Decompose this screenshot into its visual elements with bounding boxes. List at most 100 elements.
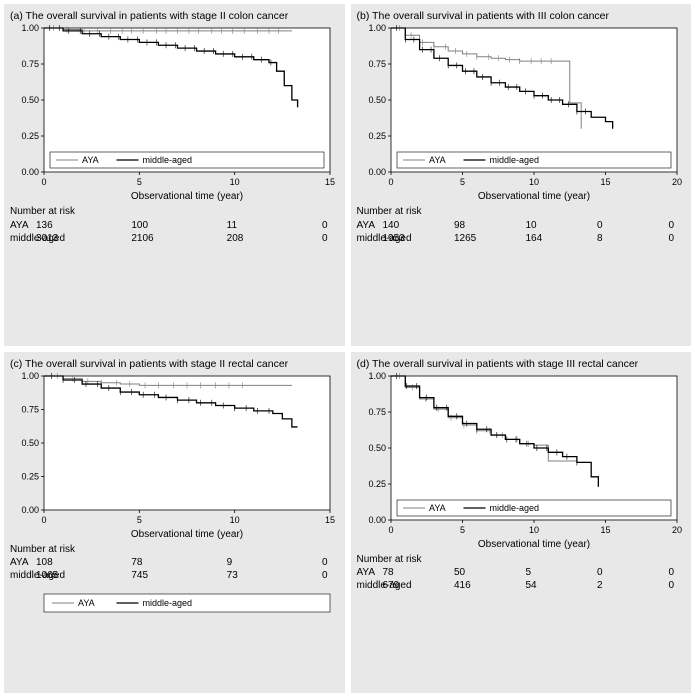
svg-text:0.00: 0.00 bbox=[21, 505, 39, 515]
risk-table: Number at riskAYA140981000middle-aged195… bbox=[357, 206, 686, 246]
risk-cell: 679 bbox=[383, 580, 400, 593]
risk-cell: 0 bbox=[322, 557, 328, 570]
panel-title: (d) The overall survival in patients wit… bbox=[357, 358, 686, 370]
panel-title: (c) The overall survival in patients wit… bbox=[10, 358, 339, 370]
svg-text:15: 15 bbox=[600, 177, 610, 187]
svg-text:10: 10 bbox=[230, 177, 240, 187]
svg-text:10: 10 bbox=[528, 525, 538, 535]
svg-text:0.75: 0.75 bbox=[21, 404, 39, 414]
risk-cell: 10 bbox=[526, 220, 537, 233]
svg-text:5: 5 bbox=[459, 177, 464, 187]
svg-text:middle-aged: middle-aged bbox=[489, 155, 539, 165]
risk-row: middle-aged6794165420 bbox=[357, 580, 686, 593]
risk-cell: 9 bbox=[227, 557, 233, 570]
svg-text:0.25: 0.25 bbox=[21, 131, 39, 141]
svg-text:0.75: 0.75 bbox=[368, 407, 386, 417]
svg-text:15: 15 bbox=[325, 177, 335, 187]
svg-text:0.75: 0.75 bbox=[21, 59, 39, 69]
svg-text:1.00: 1.00 bbox=[21, 24, 39, 33]
risk-header: Number at risk bbox=[357, 554, 686, 567]
svg-text:0.75: 0.75 bbox=[368, 59, 386, 69]
svg-text:5: 5 bbox=[137, 515, 142, 525]
risk-cell: 0 bbox=[322, 233, 328, 246]
risk-cell: 2106 bbox=[131, 233, 153, 246]
svg-text:15: 15 bbox=[600, 525, 610, 535]
risk-cell: 0 bbox=[669, 220, 675, 233]
svg-text:0.00: 0.00 bbox=[368, 167, 386, 177]
svg-text:0: 0 bbox=[41, 515, 46, 525]
risk-cell: 78 bbox=[131, 557, 142, 570]
svg-text:5: 5 bbox=[459, 525, 464, 535]
km-plot: 0.00 0.25 0.50 0.75 1.00 0 5 10 15 Observational … bbox=[10, 24, 336, 202]
svg-text:AYA: AYA bbox=[82, 155, 99, 165]
svg-text:1.00: 1.00 bbox=[368, 24, 386, 33]
risk-row: AYA140981000 bbox=[357, 220, 686, 233]
svg-text:0.50: 0.50 bbox=[368, 95, 386, 105]
svg-text:middle-aged: middle-aged bbox=[489, 503, 539, 513]
risk-cell: 1065 bbox=[36, 570, 58, 583]
svg-text:10: 10 bbox=[528, 177, 538, 187]
risk-cell: 164 bbox=[526, 233, 543, 246]
risk-cell: 11 bbox=[227, 220, 237, 233]
svg-text:AYA: AYA bbox=[429, 503, 446, 513]
svg-text:0: 0 bbox=[388, 525, 393, 535]
risk-row: middle-aged1065745730 bbox=[10, 570, 339, 583]
km-plot: 0.000.250.500.751.00051015Observational … bbox=[10, 372, 336, 540]
risk-cell: 0 bbox=[597, 220, 603, 233]
risk-cell: 78 bbox=[383, 567, 394, 580]
risk-cell: 8 bbox=[597, 233, 603, 246]
svg-text:0: 0 bbox=[41, 177, 46, 187]
panel-c: (c) The overall survival in patients wit… bbox=[4, 352, 345, 694]
svg-text:Observational time (year): Observational time (year) bbox=[131, 529, 243, 540]
svg-text:20: 20 bbox=[671, 177, 681, 187]
svg-text:middle-aged: middle-aged bbox=[143, 155, 193, 165]
svg-text:Observational time (year): Observational time (year) bbox=[131, 191, 243, 202]
risk-row: AYA7850500 bbox=[357, 567, 686, 580]
panel-title: (b) The overall survival in patients wit… bbox=[357, 10, 686, 22]
risk-table: Number at riskAYA1087890middle-aged10657… bbox=[10, 544, 339, 584]
svg-text:0.00: 0.00 bbox=[21, 167, 39, 177]
svg-text:0.25: 0.25 bbox=[21, 471, 39, 481]
risk-row: middle-aged1953126516480 bbox=[357, 233, 686, 246]
svg-text:Observational time (year): Observational time (year) bbox=[477, 191, 589, 202]
svg-text:AYA: AYA bbox=[429, 155, 446, 165]
svg-text:1.00: 1.00 bbox=[368, 372, 386, 381]
svg-text:AYA: AYA bbox=[78, 598, 95, 608]
risk-table: Number at riskAYA7850500middle-aged67941… bbox=[357, 554, 686, 594]
risk-cell: 1953 bbox=[383, 233, 405, 246]
risk-cell: 0 bbox=[669, 567, 675, 580]
panel-a: (a) The overall survival in patients wit… bbox=[4, 4, 345, 346]
risk-header: Number at risk bbox=[10, 544, 339, 557]
risk-cell: 98 bbox=[454, 220, 465, 233]
km-plot: 0.000.250.500.751.0005101520Observationa… bbox=[357, 24, 683, 202]
svg-text:Observational time (year): Observational time (year) bbox=[477, 539, 589, 550]
risk-cell: 208 bbox=[227, 233, 244, 246]
svg-text:20: 20 bbox=[671, 525, 681, 535]
risk-cell: 0 bbox=[597, 567, 603, 580]
risk-cell: 0 bbox=[322, 220, 328, 233]
risk-cell: 1265 bbox=[454, 233, 476, 246]
risk-cell: 0 bbox=[322, 570, 328, 583]
legend: AYAmiddle-aged bbox=[10, 593, 336, 613]
risk-cell: 416 bbox=[454, 580, 471, 593]
risk-cell: 50 bbox=[454, 567, 465, 580]
svg-text:0.50: 0.50 bbox=[21, 95, 39, 105]
risk-row: AYA1087890 bbox=[10, 557, 339, 570]
risk-cell: 5 bbox=[526, 567, 532, 580]
svg-text:0.00: 0.00 bbox=[368, 515, 386, 525]
risk-cell: 73 bbox=[227, 570, 238, 583]
risk-cell: 0 bbox=[669, 580, 675, 593]
svg-text:0.50: 0.50 bbox=[21, 438, 39, 448]
svg-text:15: 15 bbox=[325, 515, 335, 525]
risk-cell: 136 bbox=[36, 220, 53, 233]
panel-d: (d) The overall survival in patients wit… bbox=[351, 352, 692, 694]
risk-cell: 100 bbox=[131, 220, 148, 233]
risk-cell: 3013 bbox=[36, 233, 58, 246]
svg-text:1.00: 1.00 bbox=[21, 372, 39, 381]
svg-text:0.25: 0.25 bbox=[368, 131, 386, 141]
risk-cell: 140 bbox=[383, 220, 400, 233]
risk-header: Number at risk bbox=[357, 206, 686, 219]
risk-cell: 0 bbox=[669, 233, 675, 246]
km-plot: 0.000.250.500.751.0005101520Observationa… bbox=[357, 372, 683, 550]
svg-text:5: 5 bbox=[137, 177, 142, 187]
